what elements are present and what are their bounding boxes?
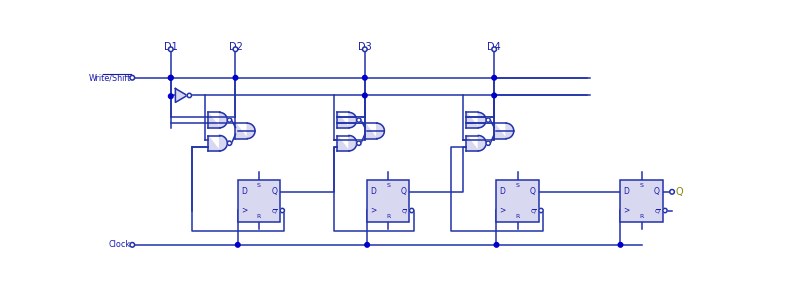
Circle shape: [234, 47, 238, 52]
Text: R: R: [516, 214, 520, 219]
Circle shape: [492, 76, 496, 80]
Circle shape: [365, 242, 369, 247]
Circle shape: [280, 208, 284, 213]
Text: S: S: [257, 183, 261, 188]
Text: Q: Q: [531, 208, 536, 213]
Text: >: >: [624, 206, 629, 214]
Text: >: >: [370, 206, 377, 214]
Text: Q: Q: [530, 187, 536, 196]
Text: Q: Q: [402, 208, 406, 213]
Circle shape: [356, 141, 361, 145]
Text: S: S: [640, 183, 644, 188]
Text: Clock: Clock: [108, 240, 131, 249]
Circle shape: [169, 76, 173, 80]
Circle shape: [130, 242, 135, 247]
Circle shape: [235, 242, 240, 247]
Text: >: >: [241, 206, 247, 214]
Circle shape: [492, 93, 496, 98]
Polygon shape: [466, 112, 486, 128]
Circle shape: [363, 76, 367, 80]
Circle shape: [494, 242, 499, 247]
Circle shape: [618, 242, 623, 247]
Circle shape: [187, 93, 191, 98]
Circle shape: [227, 141, 232, 145]
Text: D4: D4: [487, 42, 501, 52]
Circle shape: [356, 118, 361, 122]
Polygon shape: [235, 123, 255, 139]
Text: D3: D3: [358, 42, 372, 52]
Circle shape: [130, 76, 135, 80]
Text: R: R: [639, 214, 644, 219]
Bar: [367, 180, 410, 222]
Polygon shape: [337, 112, 356, 128]
Circle shape: [169, 76, 173, 80]
Circle shape: [486, 118, 490, 122]
Polygon shape: [365, 123, 385, 139]
Text: D: D: [499, 187, 506, 196]
Text: D2: D2: [229, 42, 242, 52]
Circle shape: [539, 208, 543, 213]
Text: Write/Shift: Write/Shift: [89, 73, 131, 82]
Text: Q: Q: [271, 187, 277, 196]
Text: D1: D1: [164, 42, 178, 52]
Circle shape: [363, 93, 367, 98]
Text: S: S: [516, 183, 520, 188]
Text: Q: Q: [676, 187, 684, 197]
Text: D: D: [624, 187, 629, 196]
Polygon shape: [466, 135, 486, 151]
Circle shape: [670, 189, 675, 194]
Text: R: R: [386, 214, 390, 219]
Circle shape: [492, 47, 496, 52]
Bar: [496, 180, 539, 222]
Text: Q: Q: [272, 208, 277, 213]
Text: Q: Q: [654, 187, 659, 196]
Polygon shape: [337, 135, 356, 151]
Text: >: >: [499, 206, 506, 214]
Circle shape: [234, 76, 238, 80]
Circle shape: [169, 47, 173, 52]
Polygon shape: [208, 112, 227, 128]
Bar: [238, 180, 280, 222]
Circle shape: [227, 118, 232, 122]
Text: D: D: [241, 187, 246, 196]
Circle shape: [663, 208, 667, 213]
Bar: [621, 180, 663, 222]
Text: Q: Q: [401, 187, 406, 196]
Polygon shape: [208, 135, 227, 151]
Polygon shape: [175, 88, 187, 102]
Text: D: D: [370, 187, 376, 196]
Text: R: R: [257, 214, 261, 219]
Circle shape: [410, 208, 414, 213]
Circle shape: [169, 94, 173, 99]
Circle shape: [363, 47, 367, 52]
Polygon shape: [494, 123, 514, 139]
Text: Q: Q: [654, 208, 659, 213]
Circle shape: [486, 141, 490, 145]
Text: S: S: [386, 183, 390, 188]
